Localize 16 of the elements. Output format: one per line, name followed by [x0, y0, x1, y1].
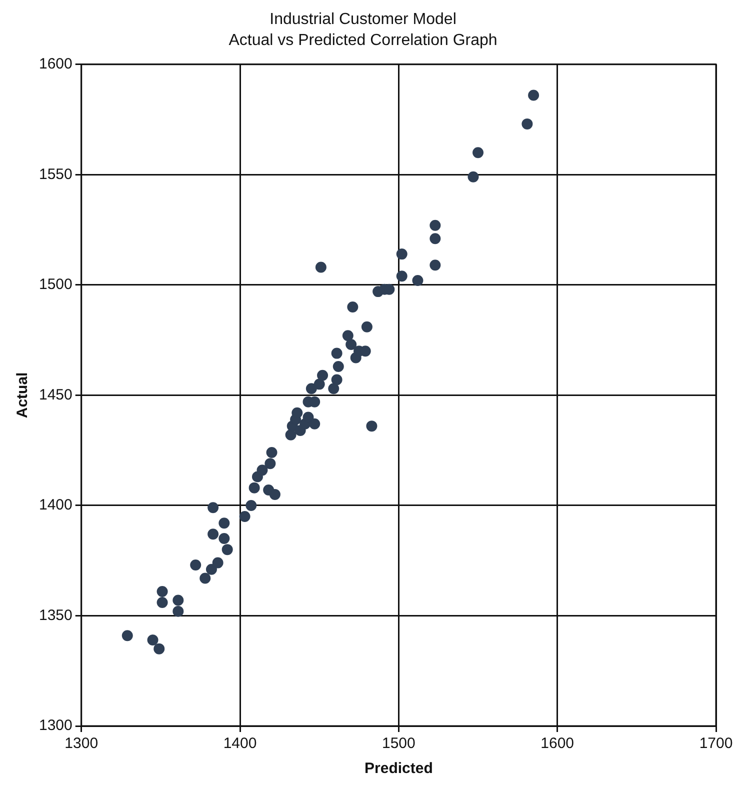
y-tick-label: 1550	[38, 166, 72, 183]
chart-subtitle: Actual vs Predicted Correlation Graph	[228, 32, 498, 50]
y-tick-label: 1300	[38, 717, 72, 734]
x-tick-label: 1500	[382, 735, 416, 752]
x-tick-label: 1700	[699, 735, 733, 752]
y-tick-label: 1500	[38, 276, 72, 294]
x-axis-title: Predicted	[364, 760, 433, 778]
y-tick-label: 1400	[38, 496, 72, 514]
y-tick-label: 1350	[38, 606, 72, 624]
x-tick-label: 1400	[223, 735, 257, 752]
y-axis-title: Actual	[14, 372, 32, 418]
x-tick-label: 1600	[540, 735, 574, 752]
chart-title: Industrial Customer Model	[270, 11, 456, 28]
y-tick-label: 1450	[38, 386, 72, 404]
y-tick-label: 1600	[38, 56, 72, 73]
x-tick-label: 1300	[64, 735, 98, 752]
